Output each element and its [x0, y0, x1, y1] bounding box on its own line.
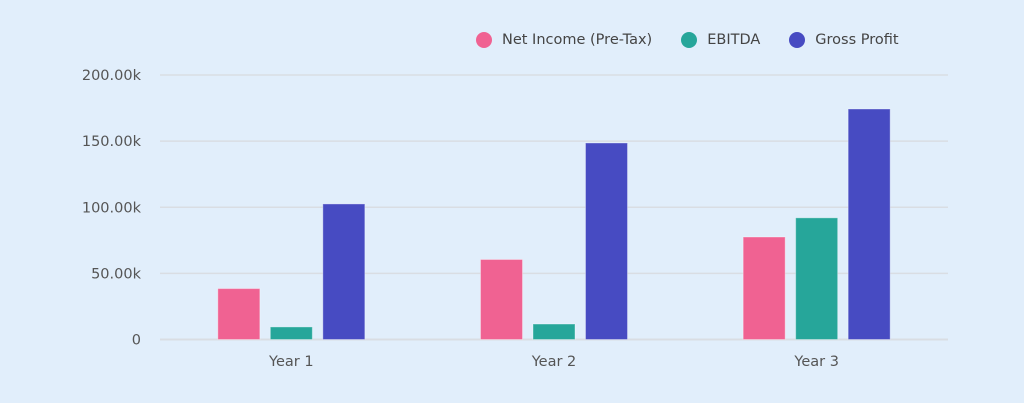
- chart-legend: Net Income (Pre-Tax) EBITDA Gross Profit: [476, 32, 899, 48]
- x-axis: Year 1 Year 2 Year 3: [268, 354, 839, 370]
- legend-dot-icon: [681, 32, 698, 48]
- y-tick-label: 100.00k: [82, 200, 142, 216]
- x-tick-label: Year 2: [531, 354, 577, 370]
- y-tick-label: 50.00k: [91, 266, 142, 282]
- y-axis: 0 50.00k 100.00k 150.00k 200.00k: [82, 68, 142, 349]
- legend-item-ebitda[interactable]: EBITDA: [681, 32, 760, 48]
- bar[interactable]: [795, 217, 839, 340]
- x-tick-label: Year 1: [268, 354, 314, 370]
- bar[interactable]: [585, 142, 628, 340]
- legend-item-gross-profit[interactable]: Gross Profit: [789, 32, 899, 48]
- bar[interactable]: [847, 108, 891, 340]
- bar[interactable]: [742, 236, 786, 341]
- y-tick-label: 150.00k: [82, 134, 142, 150]
- bar[interactable]: [532, 323, 576, 341]
- legend-label: Net Income (Pre-Tax): [502, 32, 653, 48]
- y-tick-label: 200.00k: [82, 68, 142, 84]
- legend-item-net-income[interactable]: Net Income (Pre-Tax): [476, 32, 652, 48]
- bar[interactable]: [480, 258, 523, 340]
- legend-dot-icon: [789, 32, 806, 48]
- bar[interactable]: [217, 288, 261, 340]
- bar[interactable]: [269, 326, 313, 340]
- legend-dot-icon: [476, 32, 492, 48]
- legend-label: EBITDA: [707, 32, 761, 48]
- legend-label: Gross Profit: [815, 32, 899, 48]
- bars: [217, 108, 891, 341]
- bar[interactable]: [322, 203, 366, 340]
- x-tick-label: Year 3: [793, 354, 839, 370]
- y-tick-label: 0: [132, 333, 141, 349]
